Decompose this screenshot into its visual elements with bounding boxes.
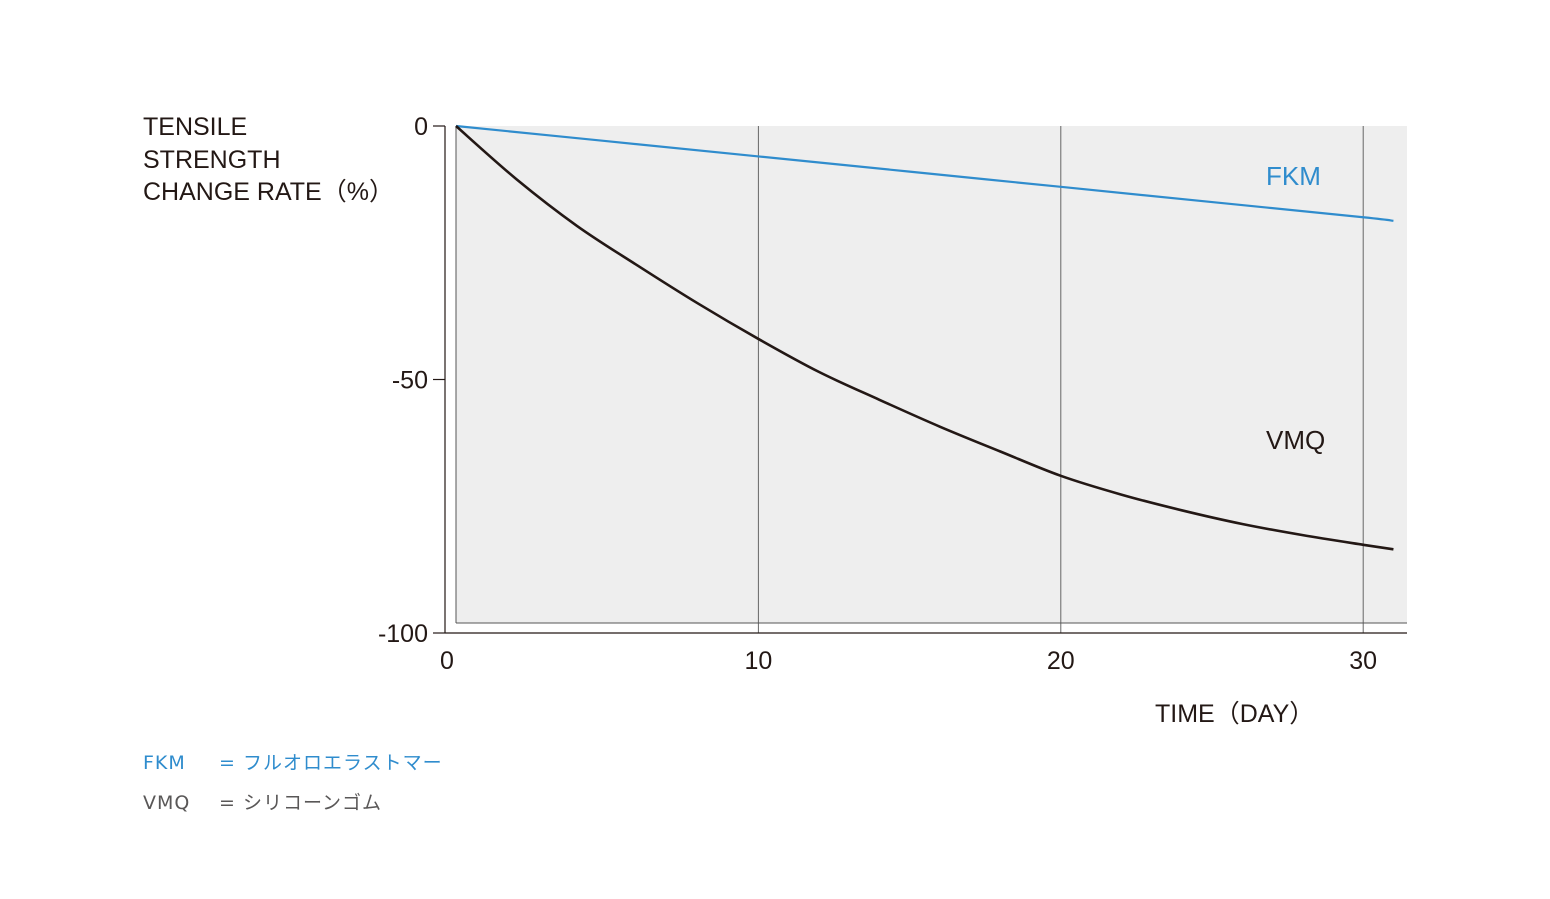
legend-vmq-code: VMQ bbox=[143, 792, 191, 814]
series-line-fkm bbox=[455, 124, 1394, 222]
legend-vmq: VMQ = シリコーンゴム bbox=[143, 788, 382, 815]
x-tick-label-1: 10 bbox=[744, 647, 772, 675]
x-tick-label-3: 30 bbox=[1349, 647, 1377, 675]
y-axis-label-line-2: STRENGTH bbox=[143, 146, 281, 174]
y-axis-label-line-3: CHANGE RATE（%） bbox=[143, 178, 394, 206]
grid-lines bbox=[757, 126, 1364, 633]
legend-fkm-description: フルオロエラストマー bbox=[243, 752, 443, 774]
x-ticks: 0 10 20 30 bbox=[440, 647, 1377, 675]
y-tick-label-0: 0 bbox=[414, 113, 428, 141]
series-layer bbox=[455, 124, 1394, 551]
x-tick-label-0: 0 bbox=[440, 647, 454, 675]
legend-fkm: FKM = フルオロエラストマー bbox=[143, 748, 443, 775]
plot-background bbox=[456, 126, 1407, 623]
y-axis-label-line-1: TENSILE bbox=[143, 113, 247, 141]
series-line-vmq bbox=[455, 125, 1394, 551]
legend-fkm-code: FKM bbox=[143, 752, 186, 774]
legend-vmq-equals: = bbox=[219, 792, 236, 814]
x-axis-label: TIME（DAY） bbox=[1155, 700, 1314, 728]
series-label-fkm: FKM bbox=[1266, 161, 1321, 191]
y-tick-label-2: -100 bbox=[378, 620, 428, 648]
legend-vmq-description: シリコーンゴム bbox=[243, 792, 383, 814]
y-tick-label-1: -50 bbox=[392, 367, 428, 395]
y-ticks: 0 -50 -100 bbox=[378, 113, 445, 648]
series-label-vmq: VMQ bbox=[1266, 425, 1325, 455]
legend-fkm-equals: = bbox=[219, 752, 236, 774]
x-tick-label-2: 20 bbox=[1047, 647, 1075, 675]
